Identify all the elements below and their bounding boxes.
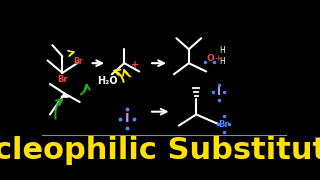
Text: +: + xyxy=(214,54,221,63)
Text: H: H xyxy=(220,57,225,66)
Polygon shape xyxy=(61,94,68,97)
Text: I: I xyxy=(124,112,129,125)
Text: H₂O: H₂O xyxy=(97,76,117,86)
Text: Nucleophilic Substitution: Nucleophilic Substitution xyxy=(0,136,320,165)
Text: Br: Br xyxy=(74,57,83,66)
Text: O: O xyxy=(206,54,214,63)
Text: Br: Br xyxy=(57,75,68,84)
Text: Br: Br xyxy=(218,120,229,129)
Text: +: + xyxy=(132,60,140,70)
Text: H: H xyxy=(220,46,225,55)
Text: I: I xyxy=(217,87,220,97)
